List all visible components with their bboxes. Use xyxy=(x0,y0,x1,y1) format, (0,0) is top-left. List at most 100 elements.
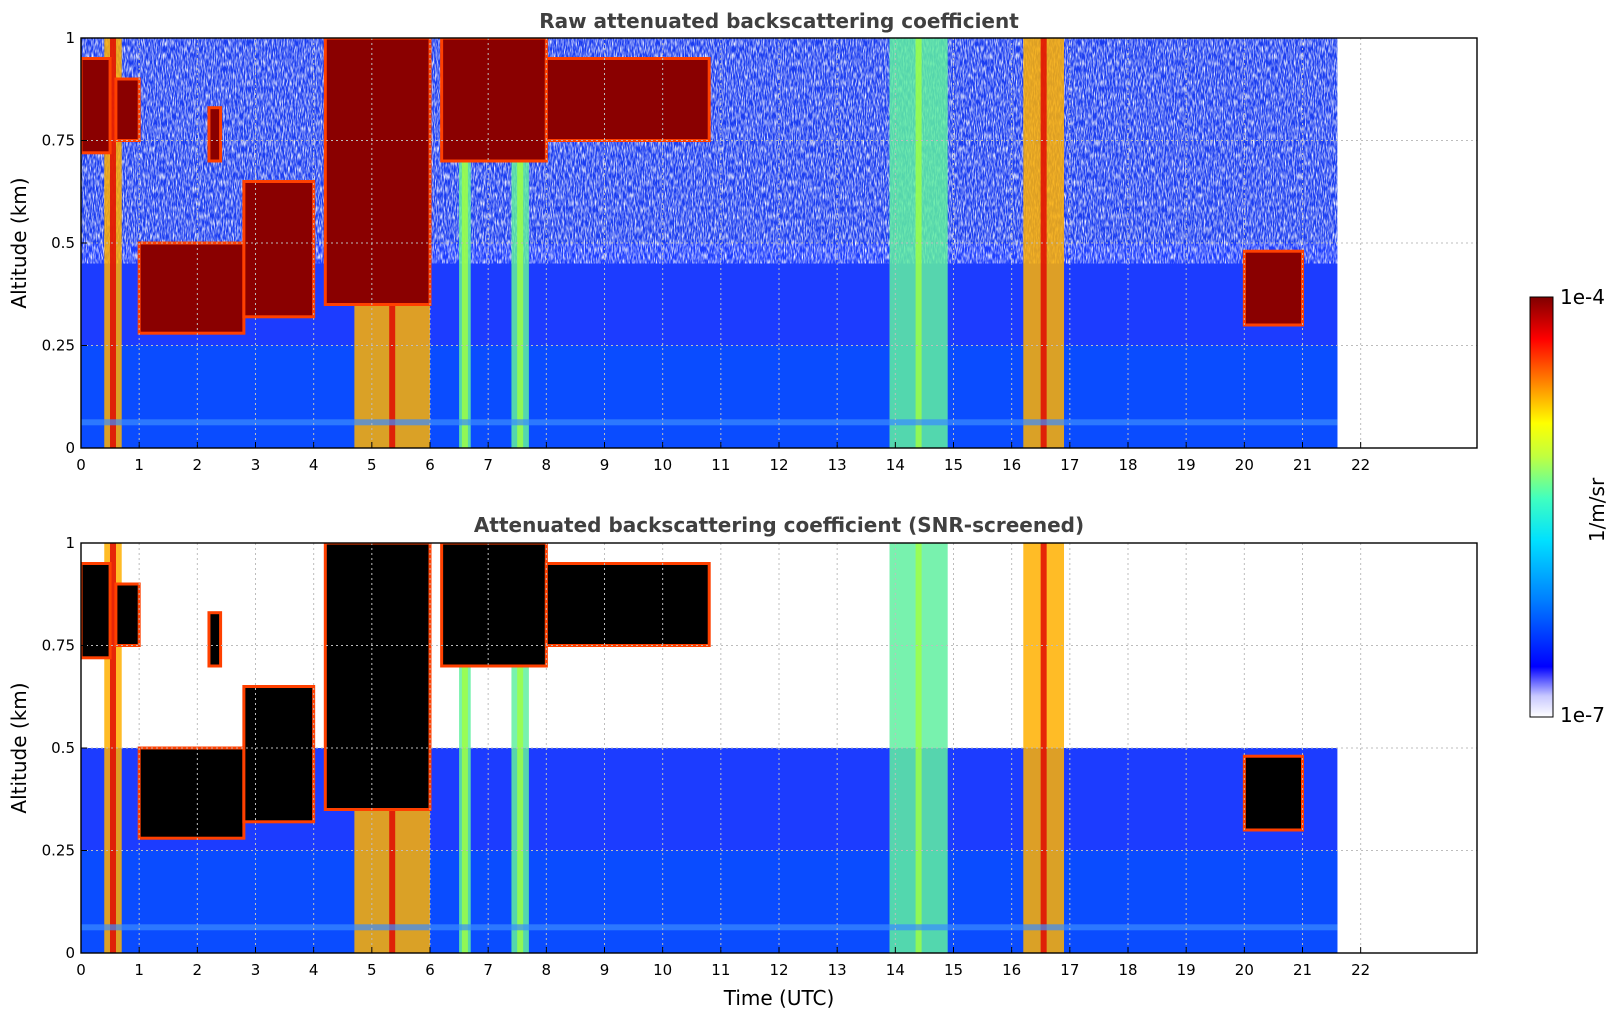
x-tick-label: 11 xyxy=(711,961,730,979)
cloud-layer xyxy=(137,746,246,840)
cloud-layer xyxy=(323,38,432,306)
x-tick-label: 3 xyxy=(251,961,261,979)
precip-core xyxy=(915,38,922,448)
x-tick-label: 7 xyxy=(483,961,493,979)
x-tick-label: 21 xyxy=(1293,456,1312,474)
x-tick-label: 3 xyxy=(251,456,261,474)
cloud-layer xyxy=(207,106,223,163)
precip-core xyxy=(1040,543,1047,953)
cloud-layer xyxy=(81,57,112,155)
y-tick-label: 0.25 xyxy=(42,842,75,860)
cloud-layer xyxy=(323,543,432,811)
x-tick-label: 7 xyxy=(483,456,493,474)
y-tick-label: 0 xyxy=(65,944,75,962)
x-tick-label: 4 xyxy=(309,961,319,979)
x-tick-label: 0 xyxy=(76,456,86,474)
lower-layer-region xyxy=(81,345,1338,448)
y-tick-label: 0.5 xyxy=(51,739,75,757)
x-tick-label: 13 xyxy=(828,961,847,979)
x-tick-label: 9 xyxy=(600,456,610,474)
y-tick-label: 0.75 xyxy=(42,132,75,150)
y-tick-label: 1 xyxy=(65,29,75,47)
lower-layer-region xyxy=(81,850,1338,953)
x-tick-label: 14 xyxy=(886,456,905,474)
x-tick-label: 1 xyxy=(134,961,144,979)
panel2-title: Attenuated backscattering coefficient (S… xyxy=(474,513,1084,537)
x-tick-label: 8 xyxy=(542,961,552,979)
x-tick-label: 18 xyxy=(1118,456,1137,474)
y-tick-label: 0.25 xyxy=(42,337,75,355)
cloud-layer xyxy=(1242,754,1305,832)
precip-core xyxy=(915,543,922,953)
x-tick-label: 4 xyxy=(309,456,319,474)
x-tick-label: 10 xyxy=(653,456,672,474)
cloud-layer xyxy=(1242,249,1305,327)
x-tick-label: 22 xyxy=(1351,961,1370,979)
panel2-y-axis-label: Altitude (km) xyxy=(7,682,31,813)
x-tick-label: 11 xyxy=(711,456,730,474)
x-tick-label: 20 xyxy=(1235,961,1254,979)
x-tick-label: 6 xyxy=(425,961,435,979)
y-tick-label: 0.75 xyxy=(42,637,75,655)
y-tick-label: 1 xyxy=(65,534,75,552)
x-tick-label: 19 xyxy=(1177,456,1196,474)
x-tick-label: 5 xyxy=(367,456,377,474)
x-tick-label: 2 xyxy=(193,961,203,979)
colorbar: 1e-4 1e-7 1/m/sr xyxy=(1529,285,1609,727)
panel1-heatmap xyxy=(81,38,1338,448)
cloud-layer xyxy=(440,543,548,668)
cloud-layer xyxy=(81,562,112,660)
precip-core xyxy=(1040,38,1047,448)
x-tick-label: 21 xyxy=(1293,961,1312,979)
x-tick-label: 17 xyxy=(1060,961,1079,979)
colorbar-max-label: 1e-4 xyxy=(1560,285,1605,309)
x-tick-label: 16 xyxy=(1002,456,1021,474)
panel1-y-axis-label: Altitude (km) xyxy=(7,177,31,308)
x-tick-label: 20 xyxy=(1235,456,1254,474)
x-axis-label: Time (UTC) xyxy=(723,986,835,1010)
x-tick-label: 5 xyxy=(367,961,377,979)
x-tick-label: 10 xyxy=(653,961,672,979)
cloud-layer xyxy=(137,241,246,335)
x-tick-label: 15 xyxy=(944,961,963,979)
x-tick-label: 9 xyxy=(600,961,610,979)
colorbar-unit-label: 1/m/sr xyxy=(1585,477,1609,542)
y-tick-label: 0 xyxy=(65,439,75,457)
panel2-heatmap xyxy=(81,543,1338,953)
screened-backscatter-panel: Attenuated backscattering coefficient (S… xyxy=(7,513,1478,1010)
surface-band xyxy=(81,924,1338,931)
x-tick-label: 17 xyxy=(1060,456,1079,474)
x-tick-label: 1 xyxy=(134,456,144,474)
cloud-layer xyxy=(544,562,711,647)
cloud-layer xyxy=(114,77,141,142)
x-tick-label: 14 xyxy=(886,961,905,979)
colorbar-min-label: 1e-7 xyxy=(1560,703,1605,727)
x-tick-label: 2 xyxy=(193,456,203,474)
x-tick-label: 15 xyxy=(944,456,963,474)
cloud-layer xyxy=(242,685,316,824)
precip-core xyxy=(517,38,524,448)
x-tick-label: 16 xyxy=(1002,961,1021,979)
surface-band xyxy=(81,419,1338,426)
x-tick-label: 12 xyxy=(769,961,788,979)
colorbar-gradient xyxy=(1529,296,1554,718)
x-tick-label: 6 xyxy=(425,456,435,474)
y-tick-label: 0.5 xyxy=(51,234,75,252)
cloud-layer xyxy=(242,180,316,319)
x-tick-label: 19 xyxy=(1177,961,1196,979)
panel1-title: Raw attenuated backscattering coefficien… xyxy=(539,9,1019,33)
x-tick-label: 22 xyxy=(1351,456,1370,474)
x-tick-label: 13 xyxy=(828,456,847,474)
x-tick-label: 0 xyxy=(76,961,86,979)
precip-core xyxy=(461,38,468,448)
x-tick-label: 8 xyxy=(542,456,552,474)
cloud-layer xyxy=(544,57,711,142)
precip-core xyxy=(461,543,468,953)
x-tick-label: 12 xyxy=(769,456,788,474)
cloud-layer xyxy=(440,38,548,163)
raw-backscatter-panel: Raw attenuated backscattering coefficien… xyxy=(7,9,1478,474)
cloud-layer xyxy=(207,611,223,668)
cloud-layer xyxy=(114,582,141,647)
x-tick-label: 18 xyxy=(1118,961,1137,979)
